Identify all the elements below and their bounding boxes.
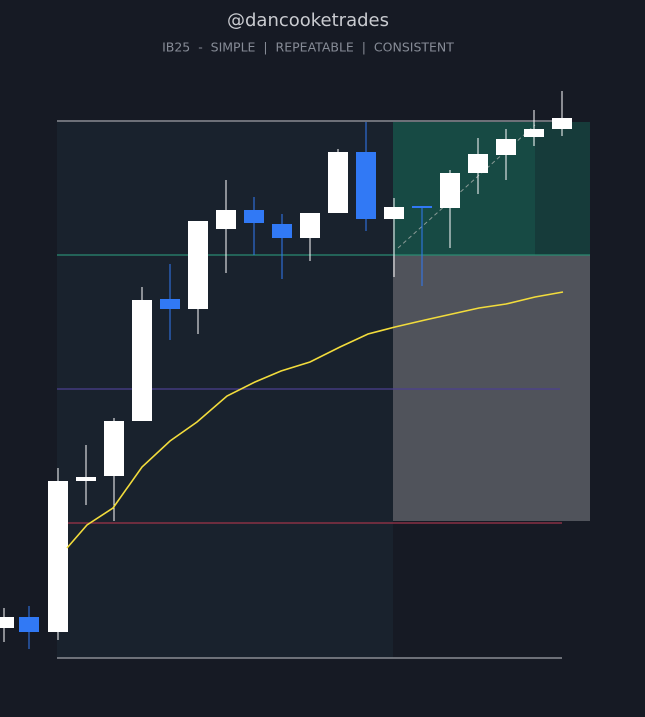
- stop-zone: [393, 255, 590, 521]
- candle-body: [19, 617, 39, 632]
- candle-body: [300, 213, 320, 238]
- candle-body: [48, 481, 68, 632]
- candle-body: [132, 300, 152, 421]
- candle-body: [272, 224, 292, 238]
- candle-body: [440, 173, 460, 208]
- subtitle: IB25 - SIMPLE | REPEATABLE | CONSISTENT: [162, 40, 454, 55]
- candle-body: [524, 129, 544, 137]
- candle-body: [160, 299, 180, 309]
- candle-body: [412, 206, 432, 208]
- trade-path: [397, 124, 536, 249]
- candles: [0, 91, 572, 649]
- moving-average: [66, 291, 564, 549]
- candle-body: [552, 118, 572, 129]
- candle-body: [468, 154, 488, 173]
- candle-body: [104, 421, 124, 476]
- candle-body: [328, 152, 348, 213]
- candle-body: [0, 617, 14, 628]
- candle-body: [356, 152, 376, 219]
- candle-body: [216, 210, 236, 229]
- candle-body: [496, 139, 516, 155]
- candle-body: [384, 207, 404, 219]
- candle-body: [244, 210, 264, 223]
- candle-body: [76, 477, 96, 481]
- target-zone-end: [535, 122, 590, 255]
- title: @dancooketrades: [227, 10, 389, 31]
- candle-body: [188, 221, 208, 309]
